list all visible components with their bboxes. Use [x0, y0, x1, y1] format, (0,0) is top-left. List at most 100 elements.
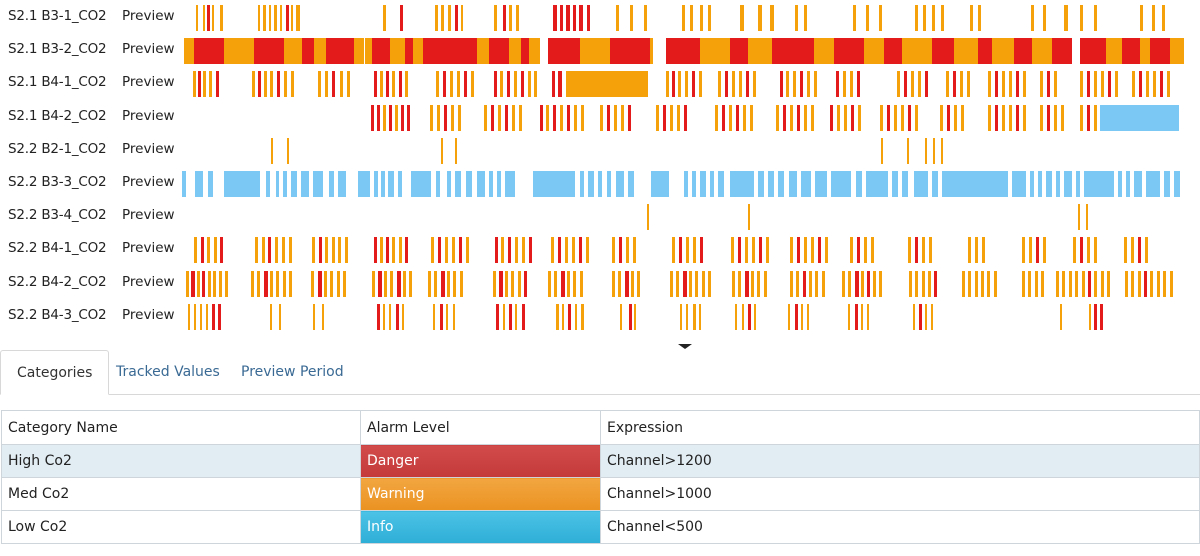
alarm-segment: [850, 237, 853, 264]
preview-link[interactable]: Preview: [122, 74, 175, 91]
column-header-expression[interactable]: Expression: [600, 410, 1200, 445]
alarm-segment: [753, 71, 756, 98]
alarm-segment: [428, 270, 431, 297]
alarm-segment: [494, 5, 497, 31]
timeline-row: S2.1 B3-2_CO2 Preview: [0, 38, 1200, 65]
alarm-segment: [848, 303, 850, 330]
alarm-segment: [301, 171, 309, 197]
alarm-segment: [554, 270, 557, 297]
alarm-segment: [1022, 270, 1025, 297]
preview-link[interactable]: Preview: [122, 240, 175, 257]
preview-link[interactable]: Preview: [122, 107, 175, 124]
alarm-segment: [322, 303, 324, 330]
alarm-segment: [252, 71, 255, 98]
alarm-segment: [1056, 171, 1060, 197]
alarm-segment: [343, 270, 346, 297]
alarm-strip[interactable]: [180, 38, 1190, 65]
alarm-segment: [1078, 204, 1080, 231]
alarm-segment: [1064, 5, 1068, 31]
alarm-segment: [742, 303, 744, 330]
table-row[interactable]: Med Co2 Warning Channel>1000: [1, 477, 1200, 511]
alarm-segment: [708, 5, 711, 31]
tab-preview-period[interactable]: Preview Period: [241, 364, 344, 380]
alarm-strip[interactable]: [180, 104, 1190, 131]
alarm-segment: [1153, 71, 1156, 98]
alarm-segment: [932, 38, 954, 65]
alarm-segment: [274, 5, 277, 31]
alarm-segment: [666, 71, 669, 98]
alarm-segment: [988, 104, 991, 131]
preview-link[interactable]: Preview: [122, 174, 175, 190]
alarm-segment: [932, 5, 935, 31]
alarm-strip[interactable]: [180, 237, 1190, 264]
alarm-segment: [324, 270, 327, 297]
alarm-segment: [516, 5, 519, 31]
alarm-segment: [431, 38, 477, 65]
alarm-segment: [795, 5, 798, 31]
alarm-segment: [586, 237, 589, 264]
preview-link[interactable]: Preview: [122, 41, 175, 58]
column-header-category-name[interactable]: Category Name: [1, 410, 361, 445]
alarm-segment: [1080, 38, 1106, 65]
preview-link[interactable]: Preview: [122, 140, 175, 157]
alarm-segment: [978, 38, 992, 65]
alarm-segment: [908, 237, 911, 264]
alarm-segment: [266, 171, 270, 197]
preview-link[interactable]: Preview: [122, 8, 175, 24]
alarm-strip[interactable]: [180, 171, 1190, 197]
alarm-segment: [850, 71, 853, 98]
alarm-segment: [440, 303, 443, 330]
alarm-segment: [194, 38, 224, 65]
expression-cell[interactable]: Channel<500: [600, 510, 1200, 544]
caret-down-icon[interactable]: [678, 344, 692, 349]
alarm-segment: [946, 71, 949, 98]
alarm-segment: [203, 71, 206, 98]
alarm-segment: [466, 171, 472, 197]
alarm-level-cell[interactable]: Warning: [360, 477, 601, 511]
expression-cell[interactable]: Channel>1200: [600, 444, 1200, 478]
alarm-segment: [750, 104, 753, 131]
alarm-strip[interactable]: [180, 270, 1190, 297]
column-header-alarm-level[interactable]: Alarm Level: [360, 410, 601, 445]
category-name-cell[interactable]: Med Co2: [1, 477, 361, 511]
preview-link[interactable]: Preview: [122, 306, 175, 323]
alarm-segment: [600, 104, 603, 131]
alarm-segment: [729, 104, 732, 131]
alarm-segment: [452, 237, 455, 264]
alarm-segment: [722, 104, 725, 131]
preview-link[interactable]: Preview: [122, 207, 175, 224]
table-row[interactable]: High Co2 Danger Channel>1200: [1, 444, 1200, 478]
alarm-segment: [279, 303, 281, 330]
alarm-segment: [634, 303, 636, 330]
alarm-segment: [515, 237, 518, 264]
alarm-segment: [383, 104, 386, 131]
alarm-strip[interactable]: [180, 137, 1190, 164]
alarm-segment: [383, 303, 385, 330]
alarm-segment: [693, 237, 696, 264]
alarm-segment: [519, 104, 522, 131]
alarm-level-cell[interactable]: Danger: [360, 444, 601, 478]
alarm-strip[interactable]: [180, 303, 1190, 330]
alarm-segment: [283, 171, 287, 197]
preview-link[interactable]: Preview: [122, 273, 175, 290]
alarm-segment: [403, 270, 406, 297]
alarm-segment: [718, 71, 721, 98]
alarm-strip[interactable]: [180, 204, 1190, 231]
alarm-strip[interactable]: [180, 71, 1190, 98]
alarm-segment: [915, 270, 918, 297]
alarm-segment: [968, 237, 971, 264]
category-name-cell[interactable]: Low Co2: [1, 510, 361, 544]
alarm-segment: [934, 270, 937, 297]
alarm-segment: [1040, 104, 1043, 131]
alarm-segment: [790, 237, 793, 264]
alarm-strip[interactable]: [180, 5, 1190, 31]
alarm-segment: [867, 270, 870, 297]
expression-cell[interactable]: Channel>1000: [600, 477, 1200, 511]
table-row[interactable]: Low Co2 Info Channel<500: [1, 510, 1200, 544]
alarm-segment: [1043, 5, 1046, 31]
tab-tracked-values[interactable]: Tracked Values: [116, 364, 220, 380]
alarm-level-cell[interactable]: Info: [360, 510, 601, 544]
tab-categories[interactable]: Categories: [0, 350, 110, 395]
alarm-segment: [1022, 237, 1025, 264]
category-name-cell[interactable]: High Co2: [1, 444, 361, 478]
